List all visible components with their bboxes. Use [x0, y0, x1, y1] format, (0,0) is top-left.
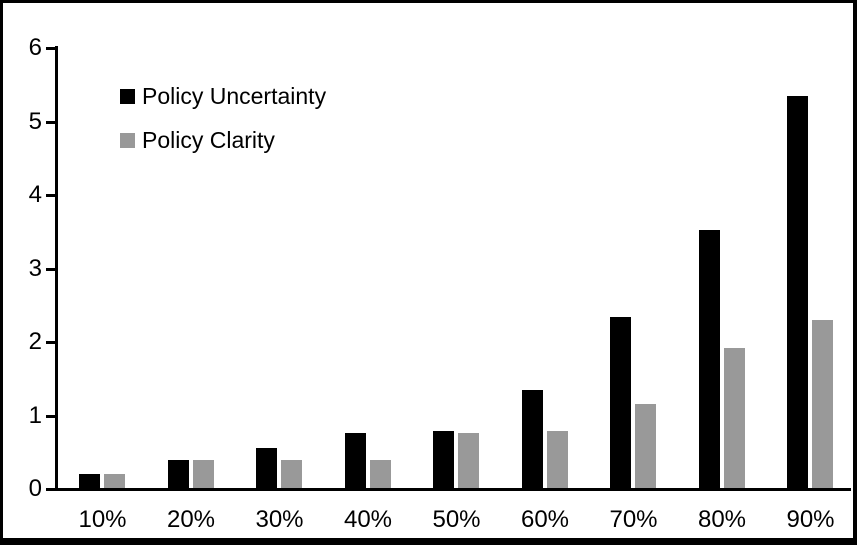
y-axis-label-5: 5 — [28, 108, 42, 135]
bar-policy-uncertainty-40pct — [344, 433, 366, 488]
x-axis-label-30pct: 30% — [255, 506, 304, 533]
y-axis-label-1: 1 — [28, 402, 42, 429]
legend-swatch-policy-clarity-icon — [120, 132, 135, 148]
y-axis-tick-6 — [46, 47, 57, 50]
bar-policy-clarity-60pct — [546, 431, 568, 488]
legend-swatch-policy-uncertainty-icon — [120, 88, 135, 104]
bar-policy-uncertainty-30pct — [256, 448, 277, 488]
bar-policy-uncertainty-70pct — [610, 317, 631, 488]
bar-policy-clarity-30pct — [281, 460, 302, 488]
bar-policy-clarity-50pct — [458, 433, 479, 488]
bar-policy-clarity-20pct — [192, 460, 214, 488]
bar-policy-uncertainty-20pct — [167, 460, 189, 488]
bar-policy-clarity-80pct — [723, 348, 745, 488]
y-axis-label-3: 3 — [28, 255, 42, 282]
bar-policy-uncertainty-10pct — [79, 474, 100, 488]
bar-policy-clarity-70pct — [635, 404, 656, 488]
chart-legend: Policy Uncertainty Policy Clarity — [120, 82, 327, 172]
y-axis-label-0: 0 — [28, 475, 42, 502]
y-axis-tick-1 — [46, 415, 57, 418]
y-axis-label-2: 2 — [28, 328, 42, 355]
y-axis-tick-3 — [46, 268, 57, 271]
bar-policy-uncertainty-90pct — [787, 96, 808, 488]
x-axis-label-70pct: 70% — [609, 506, 658, 533]
y-axis-tick-4 — [46, 194, 57, 197]
y-axis-tick-5 — [46, 121, 57, 124]
x-axis-label-80pct: 80% — [697, 506, 747, 533]
legend-item-policy-clarity: Policy Clarity — [120, 126, 326, 153]
bar-policy-clarity-90pct — [812, 320, 833, 488]
x-axis-label-40pct: 40% — [343, 506, 393, 533]
x-axis-label-50pct: 50% — [432, 506, 481, 533]
x-axis-label-90pct: 90% — [786, 506, 835, 533]
y-axis-label-4: 4 — [28, 181, 42, 208]
bar-policy-uncertainty-60pct — [521, 390, 543, 488]
x-axis-label-10pct: 10% — [78, 506, 127, 533]
legend-item-policy-uncertainty: Policy Uncertainty — [120, 82, 327, 109]
legend-label-policy-clarity: Policy Clarity — [142, 126, 275, 153]
bar-policy-uncertainty-80pct — [698, 230, 720, 488]
y-axis-tick-2 — [46, 341, 57, 344]
bar-policy-uncertainty-50pct — [433, 431, 454, 488]
legend-label-policy-uncertainty: Policy Uncertainty — [142, 82, 327, 109]
y-axis-label-6: 6 — [28, 34, 42, 61]
x-axis-line — [47, 488, 851, 491]
bar-policy-clarity-40pct — [369, 460, 391, 488]
x-axis-label-20pct: 20% — [166, 506, 216, 533]
bar-policy-clarity-10pct — [104, 474, 125, 488]
x-axis-label-60pct: 60% — [520, 506, 570, 533]
